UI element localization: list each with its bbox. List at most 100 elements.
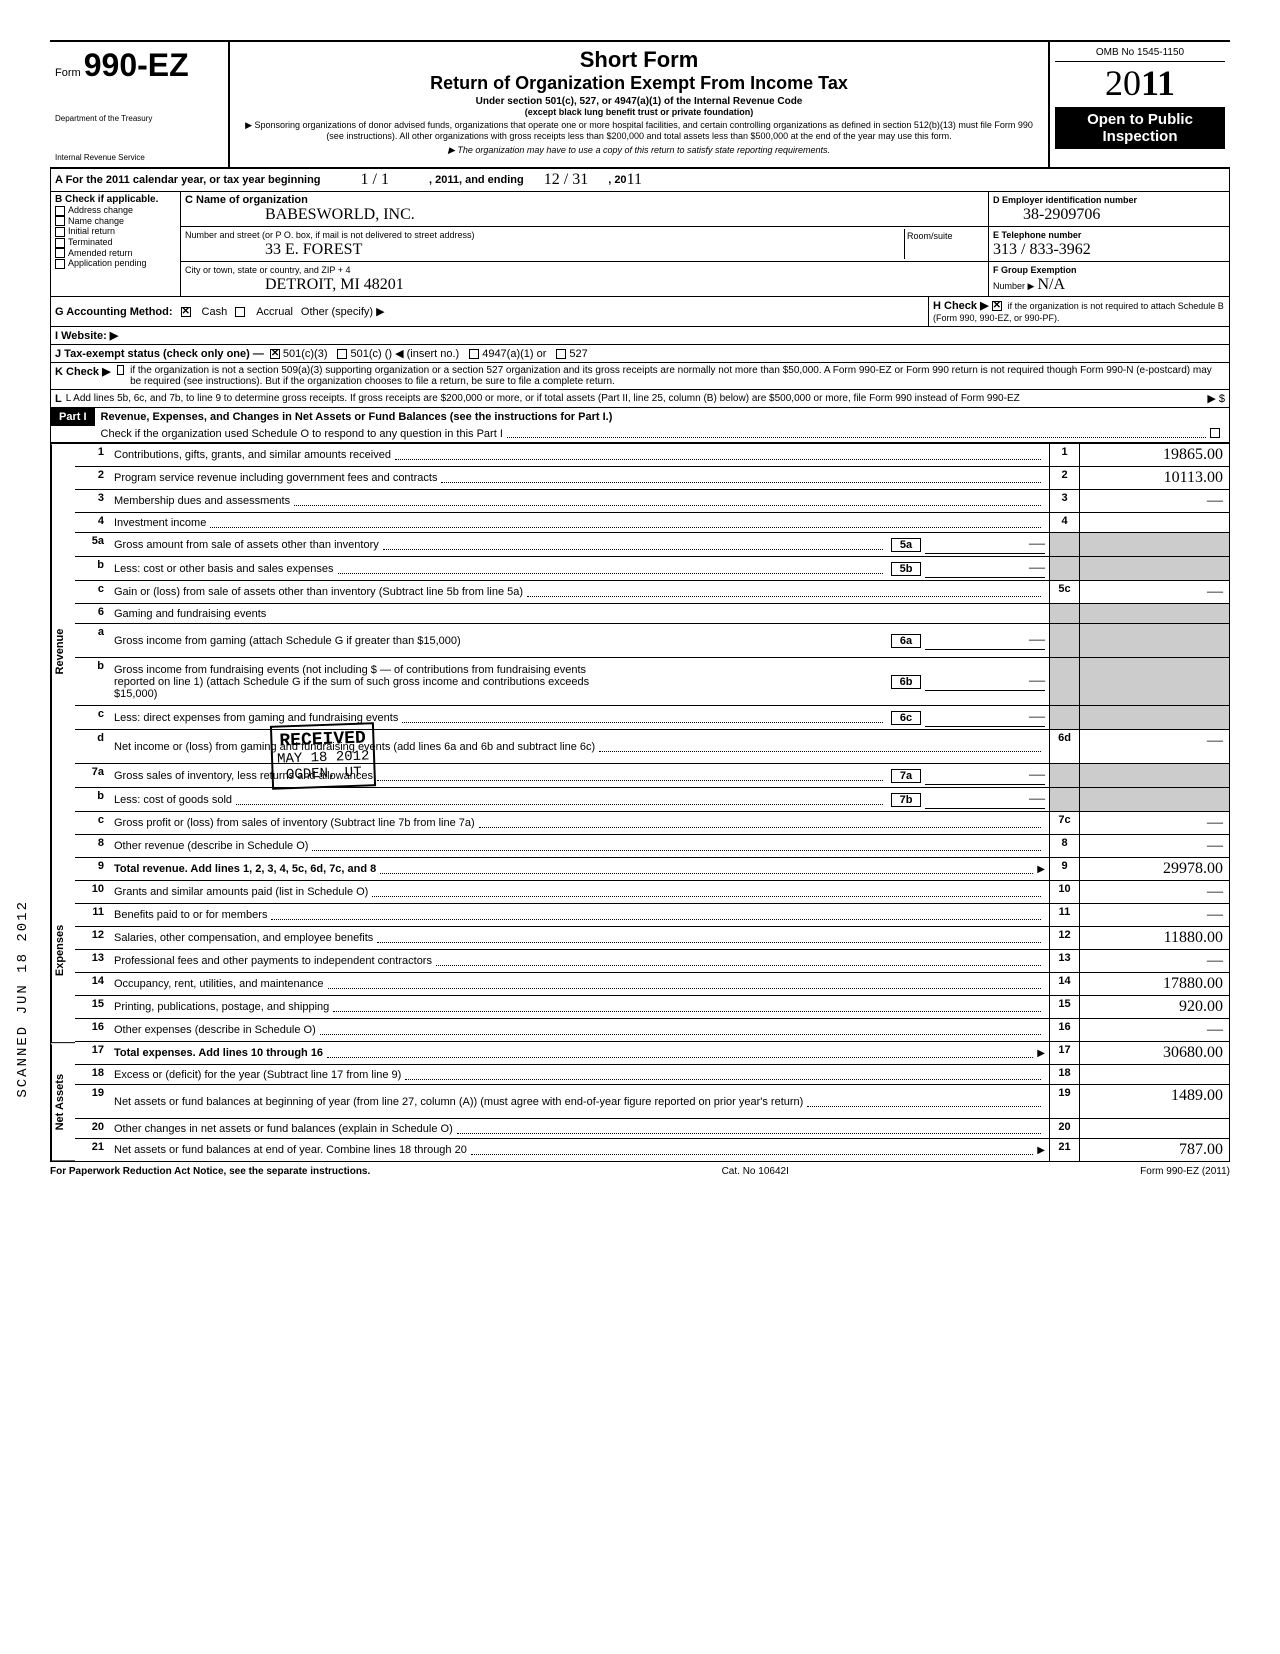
year-prefix: 20	[1105, 63, 1141, 103]
g-cash-check[interactable]	[181, 307, 191, 317]
check-amended[interactable]: Amended return	[55, 248, 176, 259]
line-2: 2Program service revenue including gover…	[75, 467, 1229, 490]
form-left: Form 990-EZ Department of the Treasury I…	[50, 42, 230, 167]
check-initial-label: Initial return	[68, 226, 115, 236]
line-7a-box: 7a	[891, 769, 921, 783]
line-16-amt: —	[1079, 1019, 1229, 1041]
check-address[interactable]: Address change	[55, 205, 176, 216]
footer: For Paperwork Reduction Act Notice, see …	[50, 1166, 1230, 1177]
line-5b-desc: Less: cost or other basis and sales expe…	[114, 563, 334, 575]
line-4: 4Investment income4	[75, 513, 1229, 533]
line-15-desc: Printing, publications, postage, and shi…	[114, 1001, 329, 1013]
line-11: 11Benefits paid to or for members11—	[75, 904, 1229, 927]
line-1-amt: 19865.00	[1079, 444, 1229, 466]
dept2: Internal Revenue Service	[55, 153, 223, 162]
line-6b: bGross income from fundraising events (n…	[75, 658, 1229, 706]
b-column: B Check if applicable. Address change Na…	[51, 192, 181, 296]
c-city-label: City or town, state or country, and ZIP …	[185, 265, 351, 275]
check-name-label: Name change	[68, 216, 124, 226]
line-6b-box: 6b	[891, 675, 921, 689]
h-check[interactable]	[992, 301, 1002, 311]
g-cell: G Accounting Method: Cash Accrual Other …	[51, 297, 929, 326]
line-7b: bLess: cost of goods sold7b—	[75, 788, 1229, 812]
b-label: B Check if applicable.	[55, 194, 176, 205]
line-6: 6Gaming and fundraising events	[75, 604, 1229, 624]
g-accrual-check[interactable]	[235, 307, 245, 317]
e-value: 313 / 833-3962	[993, 241, 1091, 258]
j-4947: 4947(a)(1) or	[482, 348, 546, 360]
line-6d-amt: —	[1079, 730, 1229, 763]
check-pending[interactable]: Application pending	[55, 258, 176, 269]
k-check[interactable]	[117, 365, 125, 375]
line-5a-desc: Gross amount from sale of assets other t…	[114, 539, 379, 551]
j-4947-check[interactable]	[469, 349, 479, 359]
satisfy: ▶ The organization may have to use a cop…	[240, 145, 1038, 156]
line-12-desc: Salaries, other compensation, and employ…	[114, 932, 373, 944]
line-3-amt: —	[1079, 490, 1229, 512]
line-5c-amt: —	[1079, 581, 1229, 603]
line-6c: cLess: direct expenses from gaming and f…	[75, 706, 1229, 730]
form-right: OMB No 1545-1150 2011 Open to Public Ins…	[1050, 42, 1230, 167]
line-7a-inner: —	[925, 766, 1045, 785]
check-terminated[interactable]: Terminated	[55, 237, 176, 248]
line-17-desc: Total expenses. Add lines 10 through 16	[114, 1047, 323, 1059]
check-initial[interactable]: Initial return	[55, 226, 176, 237]
j-501c3-check[interactable]	[270, 349, 280, 359]
line-a: A For the 2011 calendar year, or tax yea…	[51, 169, 1229, 192]
a-begin: 1 / 1	[361, 171, 389, 189]
h-cell: H Check ▶ if the organization is not req…	[929, 297, 1229, 326]
j-527: 527	[569, 348, 587, 360]
line-8-amt: —	[1079, 835, 1229, 857]
g-other: Other (specify) ▶	[301, 305, 385, 318]
line-17: 17Total expenses. Add lines 10 through 1…	[75, 1042, 1229, 1065]
line-4-amt	[1079, 513, 1229, 532]
line-10-amt: —	[1079, 881, 1229, 903]
line-6a: aGross income from gaming (attach Schedu…	[75, 624, 1229, 658]
check-pending-label: Application pending	[68, 258, 147, 268]
line-6-desc: Gaming and fundraising events	[114, 608, 266, 620]
part1-header-row: Part I Revenue, Expenses, and Changes in…	[50, 408, 1230, 443]
line-k: K Check ▶ if the organization is not a s…	[51, 363, 1229, 390]
f-number-label: Number ▶	[993, 281, 1034, 291]
def-column: D Employer identification number38-29097…	[989, 192, 1229, 296]
line-7a: 7aGross sales of inventory, less returns…	[75, 764, 1229, 788]
line-14-amt: 17880.00	[1079, 973, 1229, 995]
line-5b: bLess: cost or other basis and sales exp…	[75, 557, 1229, 581]
c-street: 33 E. FOREST	[265, 241, 362, 258]
line-19-desc: Net assets or fund balances at beginning…	[114, 1096, 803, 1108]
omb: OMB No 1545-1150	[1055, 47, 1225, 62]
line-6a-desc: Gross income from gaming (attach Schedul…	[114, 635, 461, 647]
line-13: 13Professional fees and other payments t…	[75, 950, 1229, 973]
check-name[interactable]: Name change	[55, 216, 176, 227]
j-501c3: 501(c)(3)	[283, 348, 328, 360]
line-9-amt: 29978.00	[1079, 858, 1229, 880]
stamp-ogden: OGDEN, UT	[277, 764, 370, 783]
check-o-box[interactable]	[1210, 428, 1220, 438]
netassets-label: Net Assets	[51, 1044, 75, 1161]
line-j: J Tax-exempt status (check only one) — 5…	[51, 345, 1229, 363]
line-6c-box: 6c	[891, 711, 921, 725]
line-6a-box: 6a	[891, 634, 921, 648]
line-10-desc: Grants and similar amounts paid (list in…	[114, 886, 368, 898]
sponsor-text: ▶ Sponsoring organizations of donor advi…	[240, 120, 1038, 142]
line-9-desc: Total revenue. Add lines 1, 2, 3, 4, 5c,…	[114, 863, 376, 875]
line-11-desc: Benefits paid to or for members	[114, 909, 267, 921]
g-accrual: Accrual	[256, 306, 293, 318]
j-527-check[interactable]	[556, 349, 566, 359]
line-12-amt: 11880.00	[1079, 927, 1229, 949]
j-insert: ) ◀ (insert no.)	[388, 347, 459, 360]
section-a: A For the 2011 calendar year, or tax yea…	[50, 168, 1230, 408]
line-6c-inner: —	[925, 708, 1045, 727]
j-501c-check[interactable]	[337, 349, 347, 359]
line-7c: cGross profit or (loss) from sales of in…	[75, 812, 1229, 835]
e-label: E Telephone number	[993, 230, 1081, 240]
footer-form: Form 990-EZ (2011)	[1140, 1166, 1230, 1177]
line-21: 21Net assets or fund balances at end of …	[75, 1139, 1229, 1161]
line-2-amt: 10113.00	[1079, 467, 1229, 489]
line-6d: dNet income or (loss) from gaming and fu…	[75, 730, 1229, 764]
dept1: Department of the Treasury	[55, 114, 223, 123]
part1-title: Revenue, Expenses, and Changes in Net As…	[95, 408, 1229, 426]
line-5a-inner: —	[925, 535, 1045, 554]
line-2-desc: Program service revenue including govern…	[114, 472, 437, 484]
c-label: C Name of organization	[185, 194, 308, 206]
